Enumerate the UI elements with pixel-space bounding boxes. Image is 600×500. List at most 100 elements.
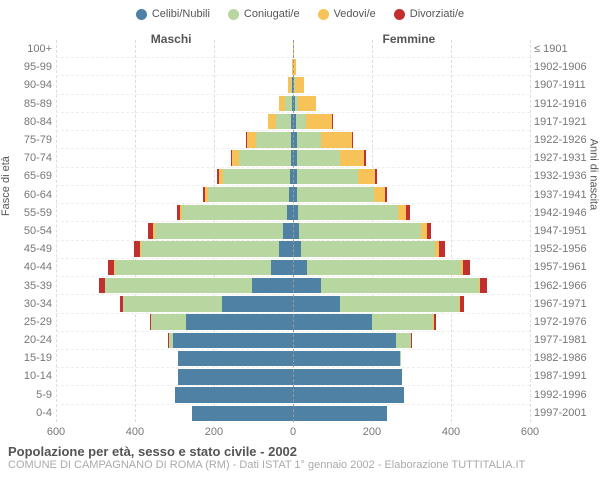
center-line [293,40,294,422]
bar-segment [297,150,340,166]
bar-segment [434,314,436,330]
bar-segment [463,260,469,276]
x-tick: 200 [363,426,381,438]
birth-label: 1982-1986 [530,349,592,367]
age-label: 15-19 [8,349,56,367]
birth-label: 1972-1976 [530,313,592,331]
bar-segment [340,150,364,166]
bar-segment [306,114,332,130]
plot: 6004002000200400600 [56,40,530,440]
legend-label: Vedovi/e [334,8,376,20]
age-label: 85-89 [8,95,56,113]
bar-segment [372,314,433,330]
bar-segment [182,205,287,221]
bar-segment [411,333,412,349]
bar-segment [296,114,306,130]
bar-segment [252,278,293,294]
bar-segment [398,205,407,221]
bar-segment [178,351,293,367]
bar-segment [385,187,387,203]
age-label: 45-49 [8,240,56,258]
age-label: 60-64 [8,186,56,204]
age-label: 95-99 [8,58,56,76]
age-label: 70-74 [8,149,56,167]
legend-swatch [318,9,329,20]
x-tick: 400 [442,426,460,438]
chart-area: Fasce di età 100+95-9990-9485-8980-8475-… [8,40,592,440]
birth-label: 1967-1971 [530,295,592,313]
birth-label: 1992-1996 [530,386,592,404]
birth-label: 1917-1921 [530,113,592,131]
bar-segment [115,260,271,276]
x-tick: 600 [47,426,65,438]
bar-segment [396,333,412,349]
bar-segment [298,96,316,112]
birth-label: 1937-1941 [530,186,592,204]
legend-swatch [228,9,239,20]
bar-segment [186,314,293,330]
age-label: 65-69 [8,167,56,185]
birth-label: 1952-1956 [530,240,592,258]
bar-segment [175,387,294,403]
birth-label: 1902-1906 [530,58,592,76]
bar-segment [232,150,239,166]
age-label: 0-4 [8,404,56,422]
yaxis-left-title: Fasce di età [0,156,12,216]
x-tick: 200 [205,426,223,438]
bar-segment [155,223,283,239]
bar-segment [208,187,289,203]
age-label: 55-59 [8,204,56,222]
birth-label: 1912-1916 [530,95,592,113]
bar-segment [301,241,435,257]
bar-segment [141,241,279,257]
subtitle: COMUNE DI CAMPAGNANO DI ROMA (RM) - Dati… [8,459,592,471]
bar-segment [268,114,277,130]
legend-label: Celibi/Nubili [152,8,210,20]
bar-segment [293,369,402,385]
bar-segment [297,132,321,148]
bar-segment [460,296,464,312]
legend-item: Celibi/Nubili [136,8,210,20]
bar-segment [375,169,377,185]
bar-segment [299,223,421,239]
legend-item: Vedovi/e [318,8,376,20]
bar-segment [276,114,291,130]
legend-label: Divorziati/e [410,8,464,20]
bar-segment [223,169,289,185]
bar-segment [293,241,301,257]
yaxis-right-title: Anni di nascita [588,139,600,211]
birth-label: 1922-1926 [530,131,592,149]
bar-segment [178,369,293,385]
bar-segment [321,278,479,294]
legend-swatch [136,9,147,20]
age-label: 100+ [8,40,56,58]
bar-segment [293,333,396,349]
bar-segment [293,296,340,312]
bar-segment [427,223,432,239]
x-tick: 400 [126,426,144,438]
bar-segment [307,260,461,276]
age-label: 80-84 [8,113,56,131]
bar-segment [340,296,459,312]
bar-segment [332,114,333,130]
bar-segment [247,132,256,148]
bar-segment [271,260,293,276]
bar-segment [293,314,372,330]
age-label: 90-94 [8,76,56,94]
bar-segment [293,351,400,367]
bar-segment [400,351,401,367]
bar-segment [283,223,293,239]
bar-segment [293,278,321,294]
yaxis-left: 100+95-9990-9485-8980-8475-7970-7465-696… [8,40,56,440]
bar-segment [192,406,293,422]
bar-segment [279,241,293,257]
bar-segment [105,278,251,294]
bar-segment [222,296,293,312]
bar-segment [239,150,290,166]
bar-segment [285,96,292,112]
age-label: 20-24 [8,331,56,349]
bar-segment [406,205,409,221]
age-label: 25-29 [8,313,56,331]
age-label: 50-54 [8,222,56,240]
bar-segment [256,132,291,148]
